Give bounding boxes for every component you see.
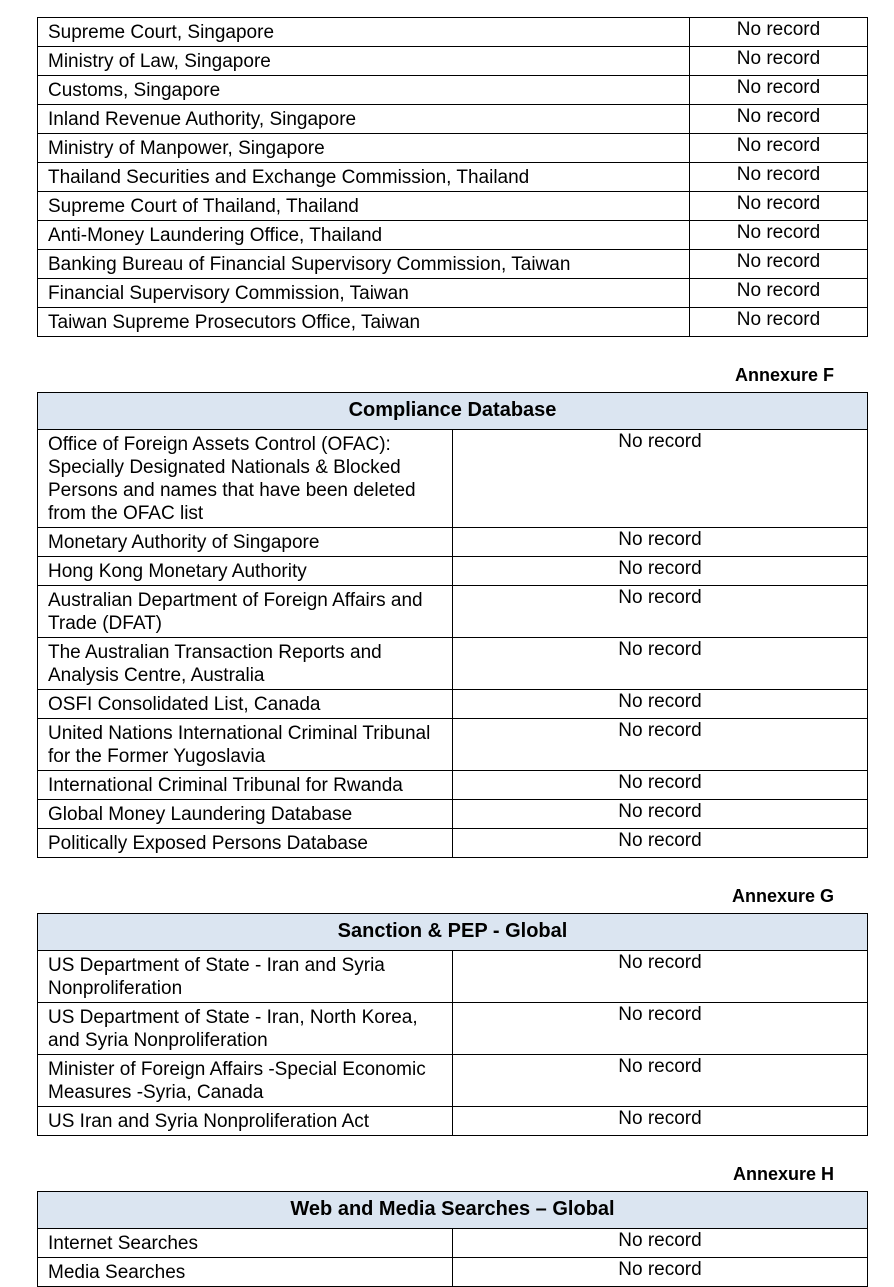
record-table: Supreme Court, Singapore No record Ministr… — [37, 17, 868, 337]
record-status: No record — [452, 1106, 868, 1136]
record-row: Minister of Foreign Affairs -Special Eco… — [37, 1054, 868, 1107]
source-name: Supreme Court of Thailand, Thailand — [37, 191, 690, 221]
source-name: Media Searches — [37, 1257, 453, 1287]
record-row: Inland Revenue Authority, Singapore No re… — [37, 104, 868, 134]
record-row: United Nations International Criminal Tr… — [37, 718, 868, 771]
table-title: Sanction & PEP - Global — [37, 913, 868, 951]
record-row: Financial Supervisory Commission, Taiwan… — [37, 278, 868, 308]
source-name: Internet Searches — [37, 1228, 453, 1258]
annexure-label: Annexure G — [731, 886, 834, 906]
record-status: No record — [452, 828, 868, 858]
record-status: No record — [452, 689, 868, 719]
record-status: No record — [689, 17, 868, 47]
record-status: No record — [452, 556, 868, 586]
source-name: Inland Revenue Authority, Singapore — [37, 104, 690, 134]
annexure-label: Annexure F — [734, 365, 834, 385]
source-name: Taiwan Supreme Prosecutors Office, Taiwa… — [37, 307, 690, 337]
record-row: Office of Foreign Assets Control (OFAC):… — [37, 429, 868, 528]
record-status: No record — [689, 249, 868, 279]
record-status: No record — [452, 1257, 868, 1287]
source-name: Customs, Singapore — [37, 75, 690, 105]
source-name: US Department of State - Iran, North Kor… — [37, 1002, 453, 1055]
annexure-label: Annexure H — [732, 1164, 834, 1184]
record-row: Monetary Authority of Singapore No record — [37, 527, 868, 557]
source-name: The Australian Transaction Reports and A… — [37, 637, 453, 690]
record-status: No record — [452, 799, 868, 829]
record-row: Internet Searches No record — [37, 1228, 868, 1258]
record-row: Australian Department of Foreign Affairs… — [37, 585, 868, 638]
record-row: Taiwan Supreme Prosecutors Office, Taiwa… — [37, 307, 868, 337]
header-row: Sanction & PEP - Global — [37, 913, 868, 951]
record-status: No record — [689, 133, 868, 163]
record-status: No record — [452, 1054, 868, 1107]
record-table: Compliance Database Office of Foreign Ass… — [37, 392, 868, 858]
source-name: Hong Kong Monetary Authority — [37, 556, 453, 586]
record-row: US Department of State - Iran and Syria … — [37, 950, 868, 1003]
record-row: Thailand Securities and Exchange Commiss… — [37, 162, 868, 192]
source-name: Politically Exposed Persons Database — [37, 828, 453, 858]
source-name: Ministry of Manpower, Singapore — [37, 133, 690, 163]
record-status: No record — [452, 950, 868, 1003]
source-name: Monetary Authority of Singapore — [37, 527, 453, 557]
source-name: Anti-Money Laundering Office, Thailand — [37, 220, 690, 250]
record-table: Web and Media Searches – Global Internet … — [37, 1191, 868, 1287]
record-status: No record — [452, 1228, 868, 1258]
record-row: The Australian Transaction Reports and A… — [37, 637, 868, 690]
record-row: International Criminal Tribunal for Rwan… — [37, 770, 868, 800]
source-name: US Iran and Syria Nonproliferation Act — [37, 1106, 453, 1136]
source-name: Banking Bureau of Financial Supervisory … — [37, 249, 690, 279]
record-row: Banking Bureau of Financial Supervisory … — [37, 249, 868, 279]
record-status: No record — [689, 278, 868, 308]
table-title: Compliance Database — [37, 392, 868, 430]
header-row: Web and Media Searches – Global — [37, 1191, 868, 1229]
record-status: No record — [452, 429, 868, 528]
record-status: No record — [452, 1002, 868, 1055]
document: Supreme Court, Singapore No record Ministr… — [37, 17, 868, 1287]
record-row: Hong Kong Monetary Authority No record — [37, 556, 868, 586]
table-title: Web and Media Searches – Global — [37, 1191, 868, 1229]
record-row: Ministry of Manpower, Singapore No record — [37, 133, 868, 163]
record-status: No record — [452, 770, 868, 800]
record-status: No record — [452, 718, 868, 771]
source-name: US Department of State - Iran and Syria … — [37, 950, 453, 1003]
source-name: Australian Department of Foreign Affairs… — [37, 585, 453, 638]
record-row: OSFI Consolidated List, Canada No record — [37, 689, 868, 719]
record-row: Anti-Money Laundering Office, Thailand No… — [37, 220, 868, 250]
record-row: US Iran and Syria Nonproliferation Act No… — [37, 1106, 868, 1136]
record-status: No record — [452, 637, 868, 690]
record-row: US Department of State - Iran, North Kor… — [37, 1002, 868, 1055]
source-name: Minister of Foreign Affairs -Special Eco… — [37, 1054, 453, 1107]
record-row: Politically Exposed Persons Database No r… — [37, 828, 868, 858]
record-status: No record — [452, 585, 868, 638]
source-name: Global Money Laundering Database — [37, 799, 453, 829]
source-name: International Criminal Tribunal for Rwan… — [37, 770, 453, 800]
record-table: Sanction & PEP - Global US Department of … — [37, 913, 868, 1136]
record-status: No record — [689, 191, 868, 221]
record-status: No record — [689, 220, 868, 250]
record-status: No record — [452, 527, 868, 557]
record-status: No record — [689, 46, 868, 76]
source-name: Financial Supervisory Commission, Taiwan — [37, 278, 690, 308]
record-row: Customs, Singapore No record — [37, 75, 868, 105]
page: Supreme Court, Singapore No record Ministr… — [37, 17, 868, 1287]
record-status: No record — [689, 162, 868, 192]
record-row: Supreme Court of Thailand, Thailand No re… — [37, 191, 868, 221]
record-status: No record — [689, 307, 868, 337]
record-status: No record — [689, 75, 868, 105]
source-name: Office of Foreign Assets Control (OFAC):… — [37, 429, 453, 528]
record-row: Supreme Court, Singapore No record — [37, 17, 868, 47]
record-status: No record — [689, 104, 868, 134]
source-name: OSFI Consolidated List, Canada — [37, 689, 453, 719]
record-row: Media Searches No record — [37, 1257, 868, 1287]
source-name: Thailand Securities and Exchange Commiss… — [37, 162, 690, 192]
source-name: United Nations International Criminal Tr… — [37, 718, 453, 771]
record-row: Global Money Laundering Database No recor… — [37, 799, 868, 829]
header-row: Compliance Database — [37, 392, 868, 430]
source-name: Supreme Court, Singapore — [37, 17, 690, 47]
source-name: Ministry of Law, Singapore — [37, 46, 690, 76]
record-row: Ministry of Law, Singapore No record — [37, 46, 868, 76]
